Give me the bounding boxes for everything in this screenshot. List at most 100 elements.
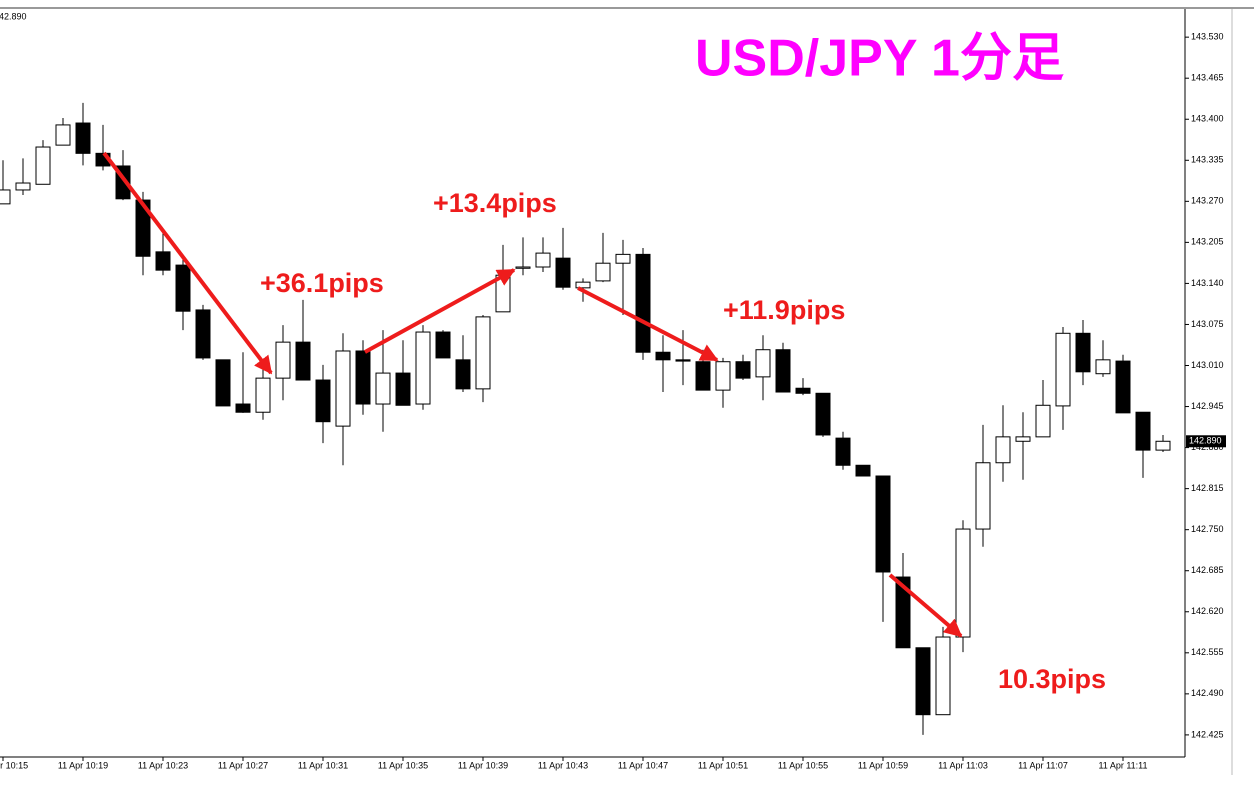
- candle-body: [635, 253, 651, 353]
- x-tick-label: 11 Apr 10:27: [218, 760, 268, 770]
- x-tick-label: 11 Apr 10:47: [618, 760, 668, 770]
- candle-body: [1035, 404, 1051, 438]
- candle-body: [195, 309, 211, 359]
- y-tick-label: 142.685: [1191, 565, 1224, 575]
- candle-body: [235, 403, 251, 413]
- x-tick-label: 11 Apr 10:39: [458, 760, 508, 770]
- candle-body: [1095, 359, 1111, 375]
- candle-body: [175, 264, 191, 312]
- candle-body: [55, 124, 71, 146]
- annotation: 10.3pips: [998, 664, 1106, 694]
- candle-body: [0, 189, 11, 205]
- y-tick-label: 143.465: [1191, 73, 1224, 83]
- annotation: +11.9pips: [723, 295, 845, 325]
- y-tick-label: 142.490: [1191, 688, 1224, 698]
- candle-body: [275, 341, 291, 379]
- candle-body: [15, 182, 31, 191]
- x-tick-label: 11 Apr 10:35: [378, 760, 428, 770]
- bid-price-label: 142.890: [0, 11, 27, 21]
- y-tick-label: 143.270: [1191, 196, 1224, 206]
- candle-body: [1015, 436, 1031, 442]
- last-price-box: [1186, 435, 1226, 448]
- candle-body: [255, 377, 271, 413]
- y-tick-label: 143.010: [1191, 360, 1224, 370]
- candle-body: [735, 361, 751, 379]
- annotation: +36.1pips: [260, 268, 384, 298]
- candle-body: [415, 331, 431, 405]
- candle-body: [695, 361, 711, 391]
- candle-body: [1135, 411, 1151, 451]
- annotation: +13.4pips: [433, 188, 557, 218]
- arrows: [102, 151, 963, 638]
- candle-body: [155, 251, 171, 271]
- candle-body: [795, 387, 811, 394]
- arrow: [888, 573, 963, 638]
- candle-body: [455, 359, 471, 390]
- y-tick-label: 143.335: [1191, 155, 1224, 165]
- candle-body: [1115, 360, 1131, 414]
- y-tick-label: 143.205: [1191, 237, 1224, 247]
- chart-title: USD/JPY 1分足: [695, 30, 1064, 88]
- candle-body: [975, 462, 991, 530]
- candle-body: [915, 647, 931, 716]
- candle-body: [35, 146, 51, 185]
- last-price-label: 142.890: [1189, 436, 1222, 446]
- x-tick-label: 11 Apr 10:19: [58, 760, 108, 770]
- candle-body: [595, 262, 611, 282]
- candle-body: [475, 316, 491, 390]
- y-tick-label: 142.555: [1191, 647, 1224, 657]
- candle-body: [435, 331, 451, 359]
- x-tick-label: 11 Apr 10:51: [698, 760, 748, 770]
- candle-body: [815, 392, 831, 436]
- candle-body: [315, 379, 331, 423]
- candle-body: [1155, 440, 1171, 451]
- y-tick-label: 142.620: [1191, 606, 1224, 616]
- x-tick-label: 11 Apr 10:15: [0, 760, 28, 770]
- y-tick-label: 143.140: [1191, 278, 1224, 288]
- y-tick-label: 142.815: [1191, 483, 1224, 493]
- candle-body: [875, 475, 891, 573]
- x-tick-label: 11 Apr 10:43: [538, 760, 588, 770]
- candle-body: [1055, 332, 1071, 407]
- candle-body: [515, 266, 531, 269]
- candle-body: [1075, 332, 1091, 373]
- arrow: [102, 151, 273, 375]
- y-tick-label: 143.400: [1191, 114, 1224, 124]
- candle-body: [615, 253, 631, 264]
- candle-body: [215, 359, 231, 407]
- candle-body: [575, 281, 591, 289]
- candle-body: [375, 372, 391, 405]
- x-tick-label: 11 Apr 10:31: [298, 760, 348, 770]
- candle-body: [855, 464, 871, 477]
- candle-body: [135, 199, 151, 257]
- candle-body: [755, 349, 771, 378]
- x-tick-label: 11 Apr 10:59: [858, 760, 908, 770]
- y-tick-label: 142.425: [1191, 729, 1224, 739]
- candle-body: [995, 436, 1011, 464]
- candle-body: [775, 349, 791, 393]
- candle-body: [335, 350, 351, 427]
- candle-body: [75, 122, 91, 154]
- arrow: [577, 286, 719, 362]
- candle-body: [715, 361, 731, 391]
- x-tick-label: 11 Apr 10:23: [138, 760, 188, 770]
- candle-body: [955, 528, 971, 638]
- y-tick-label: 143.530: [1191, 32, 1224, 42]
- candle-body: [295, 341, 311, 381]
- candle-body: [535, 252, 551, 268]
- candle-body: [935, 636, 951, 716]
- y-tick-label: 142.945: [1191, 401, 1224, 411]
- x-tick-label: 11 Apr 11:11: [1098, 760, 1147, 770]
- y-tick-label: 142.750: [1191, 524, 1224, 534]
- arrow: [364, 268, 516, 354]
- candle-body: [835, 437, 851, 466]
- candle-body: [355, 350, 371, 405]
- candle-body: [675, 359, 691, 362]
- x-tick-label: 11 Apr 11:07: [1018, 760, 1068, 770]
- candle-body: [555, 257, 571, 288]
- x-tick-label: 11 Apr 11:03: [938, 760, 988, 770]
- candle-body: [395, 372, 411, 406]
